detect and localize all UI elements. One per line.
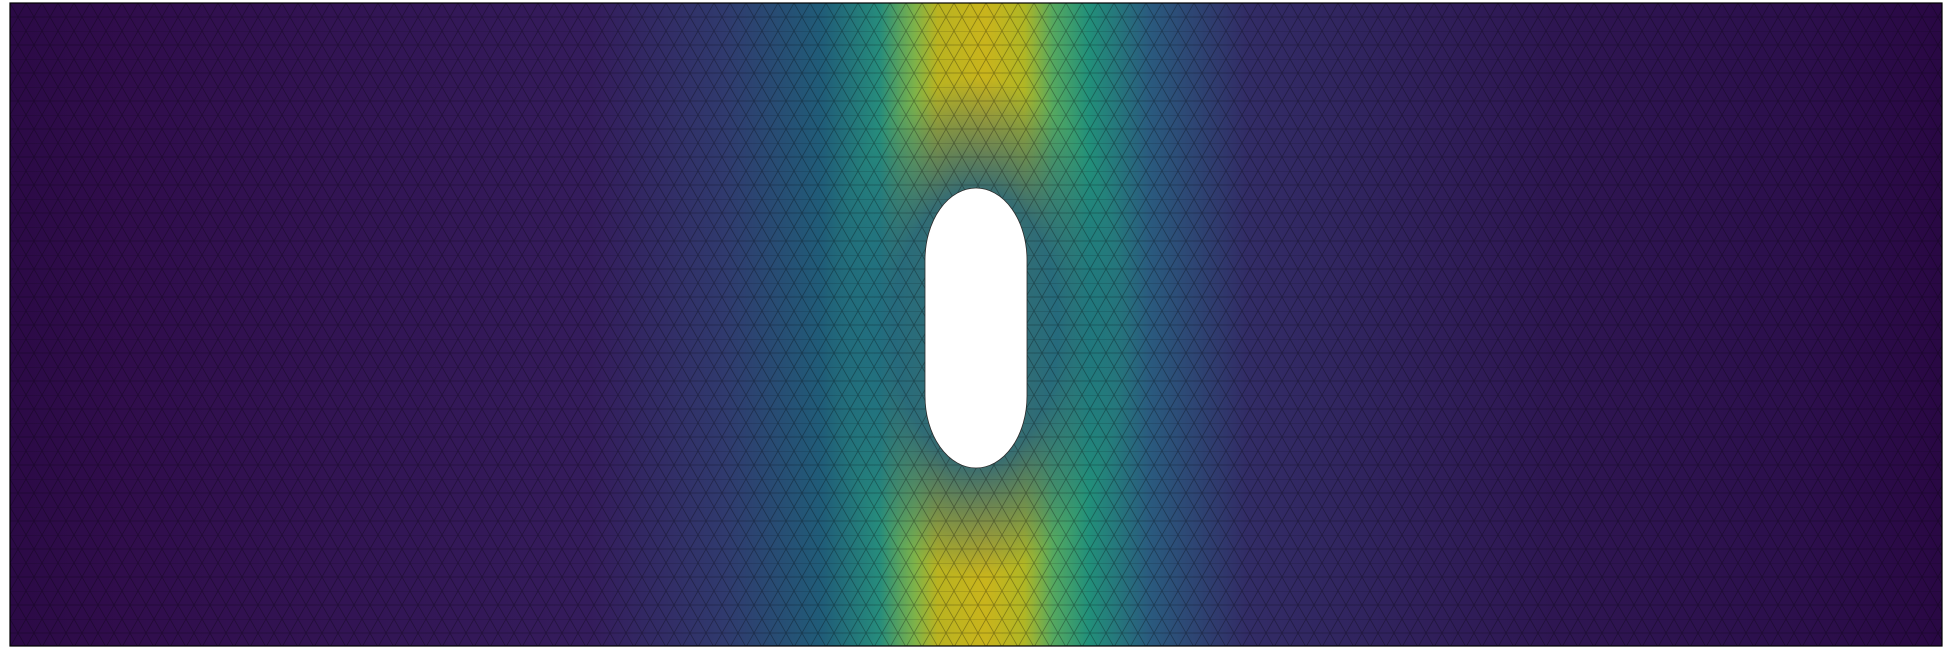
hole	[924, 187, 1028, 469]
domain-border	[9, 2, 1943, 647]
